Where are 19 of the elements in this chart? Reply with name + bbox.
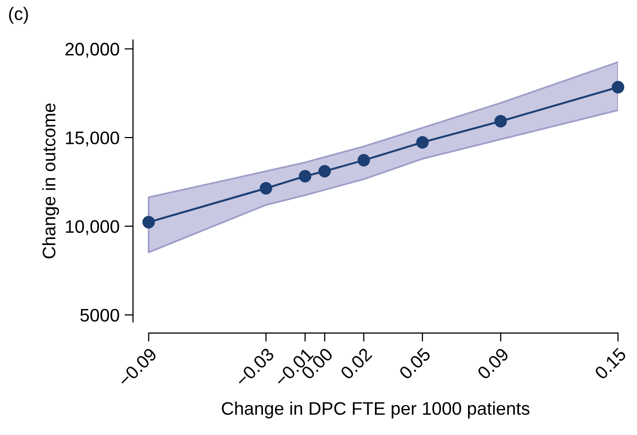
y-tick-label: 20,000 [65,42,120,58]
point [318,164,331,178]
point [612,80,624,94]
point [494,114,507,128]
x-tick-label: 0.15 [594,347,627,380]
x-tick-label: 0.02 [340,347,373,380]
x-tick-label: 0.05 [398,347,432,380]
x-axis-title: Change in DPC FTE per 1000 patients [222,402,530,418]
x-tick-label: 0.09 [476,347,510,380]
y-axis-title: Change in outcome [42,104,60,258]
point [416,136,429,149]
point [358,154,370,166]
point [260,182,272,195]
y-tick-label: 15,000 [66,131,120,146]
chart-title: (c) [9,6,28,24]
y-tick-label: 10,000 [66,220,120,236]
y-tick-label: 5000 [80,308,120,322]
point [142,216,155,228]
point [298,170,312,182]
